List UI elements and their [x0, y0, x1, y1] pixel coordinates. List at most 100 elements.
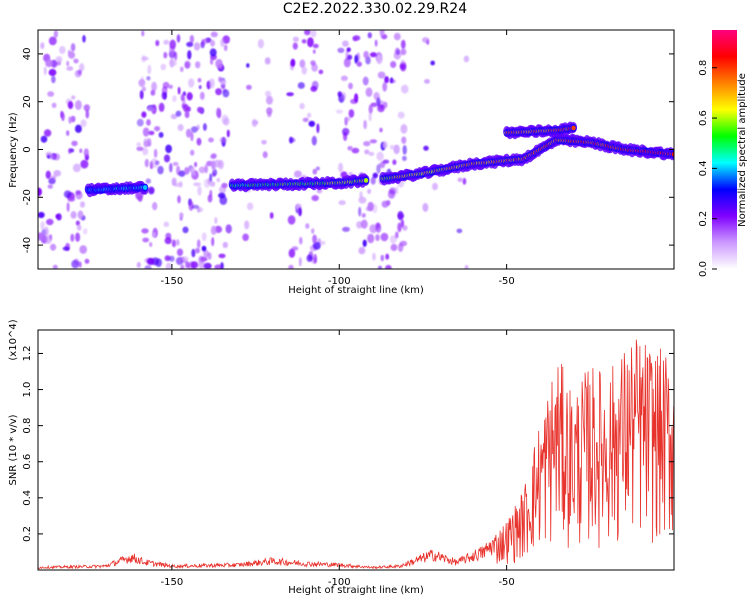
noise-speckle — [337, 47, 345, 53]
noise-speckle — [367, 32, 372, 39]
colorbar-ticks: 0.0 0.2 0.4 0.6 0.8 — [698, 60, 717, 277]
noise-speckle — [222, 117, 230, 126]
noise-speckle — [393, 144, 400, 155]
noise-speckle — [257, 39, 264, 49]
noise-speckle — [44, 226, 49, 237]
noise-speckle — [312, 43, 319, 49]
noise-speckle — [376, 54, 383, 65]
noise-speckle — [181, 256, 189, 262]
noise-speckle — [164, 255, 171, 262]
noise-speckle — [363, 141, 371, 147]
noise-speckle — [376, 164, 381, 174]
noise-speckle — [45, 59, 53, 68]
noise-speckle — [141, 56, 149, 61]
noise-speckle — [53, 30, 59, 38]
noise-speckle — [379, 30, 385, 37]
ridge-core — [571, 125, 576, 131]
noise-speckle — [299, 236, 303, 245]
noise-speckle — [160, 63, 167, 71]
noise-speckle — [188, 78, 195, 88]
noise-speckle — [306, 254, 313, 262]
noise-speckle — [147, 105, 155, 112]
noise-speckle — [370, 102, 378, 108]
noise-speckle — [67, 196, 76, 202]
noise-speckle — [368, 104, 373, 114]
noise-speckle — [375, 223, 382, 233]
noise-speckle — [338, 162, 344, 173]
noise-speckle — [144, 265, 152, 269]
colorbar: 0.0 0.2 0.4 0.6 0.8 Normalized spectral ampl… — [698, 30, 748, 277]
noise-speckle — [220, 38, 225, 47]
noise-speckle — [288, 248, 296, 258]
noise-speckle — [215, 58, 223, 69]
noise-speckle — [140, 76, 144, 85]
noise-speckle — [369, 224, 378, 234]
noise-speckle — [148, 186, 155, 195]
noise-speckle — [158, 102, 165, 113]
noise-speckle — [373, 92, 380, 101]
noise-speckle — [157, 165, 164, 175]
spectrogram-x-axis-title: Height of straight line (km) — [288, 285, 424, 296]
noise-speckle — [354, 93, 359, 103]
x-tick-label: -100 — [328, 577, 351, 588]
noise-speckle — [348, 109, 355, 118]
noise-speckle — [63, 190, 72, 198]
noise-speckle — [310, 30, 317, 38]
noise-speckle — [221, 182, 228, 189]
y-tick-label: 0.2 — [22, 526, 33, 542]
noise-speckle — [47, 91, 55, 97]
noise-speckle — [66, 130, 70, 136]
noise-speckle — [182, 226, 189, 234]
noise-speckle — [177, 86, 181, 95]
noise-speckle — [194, 161, 198, 168]
noise-speckle — [190, 126, 198, 133]
noise-speckle — [199, 91, 205, 100]
noise-speckle — [209, 173, 213, 182]
noise-speckle — [198, 85, 202, 90]
noise-speckle — [177, 124, 184, 132]
noise-speckle — [362, 239, 367, 247]
noise-speckle — [262, 151, 268, 159]
noise-speckle — [389, 144, 395, 150]
noise-speckle — [335, 109, 343, 114]
noise-speckle — [390, 243, 398, 252]
noise-speckle — [164, 237, 172, 245]
snr-y-multiplier: (x10^4) — [8, 319, 19, 360]
noise-speckle — [70, 115, 76, 123]
noise-speckle — [351, 147, 360, 154]
noise-speckle — [51, 75, 56, 84]
noise-speckle — [171, 239, 177, 248]
noise-speckle — [348, 82, 353, 90]
noise-speckle — [195, 61, 201, 69]
ridge-core — [671, 151, 674, 157]
noise-speckle — [190, 261, 199, 269]
noise-speckle — [185, 106, 191, 112]
noise-speckle — [397, 111, 405, 119]
noise-speckle — [74, 100, 82, 111]
noise-speckle — [225, 224, 232, 234]
noise-speckle — [143, 138, 149, 148]
y-tick-label: 40 — [22, 48, 33, 61]
x-tick-label: -150 — [161, 276, 184, 287]
noise-speckle — [80, 119, 87, 128]
noise-speckle — [386, 200, 391, 206]
colorbar-tick-label: 0.8 — [698, 60, 709, 76]
noise-speckle — [195, 247, 200, 254]
noise-speckle — [372, 252, 376, 261]
noise-speckle — [163, 39, 170, 45]
noise-speckle — [369, 139, 378, 144]
noise-speckle — [304, 30, 311, 36]
spectrogram-noise — [38, 30, 470, 269]
noise-speckle — [293, 170, 302, 178]
noise-speckle — [318, 240, 326, 246]
noise-speckle — [266, 95, 273, 105]
y-tick-label: -20 — [22, 189, 33, 205]
noise-speckle — [184, 61, 190, 69]
noise-speckle — [462, 177, 467, 185]
noise-speckle — [358, 196, 367, 204]
noise-speckle — [147, 64, 152, 75]
noise-speckle — [196, 239, 201, 249]
noise-speckle — [264, 57, 271, 65]
noise-speckle — [401, 84, 409, 94]
noise-speckle — [219, 79, 227, 85]
